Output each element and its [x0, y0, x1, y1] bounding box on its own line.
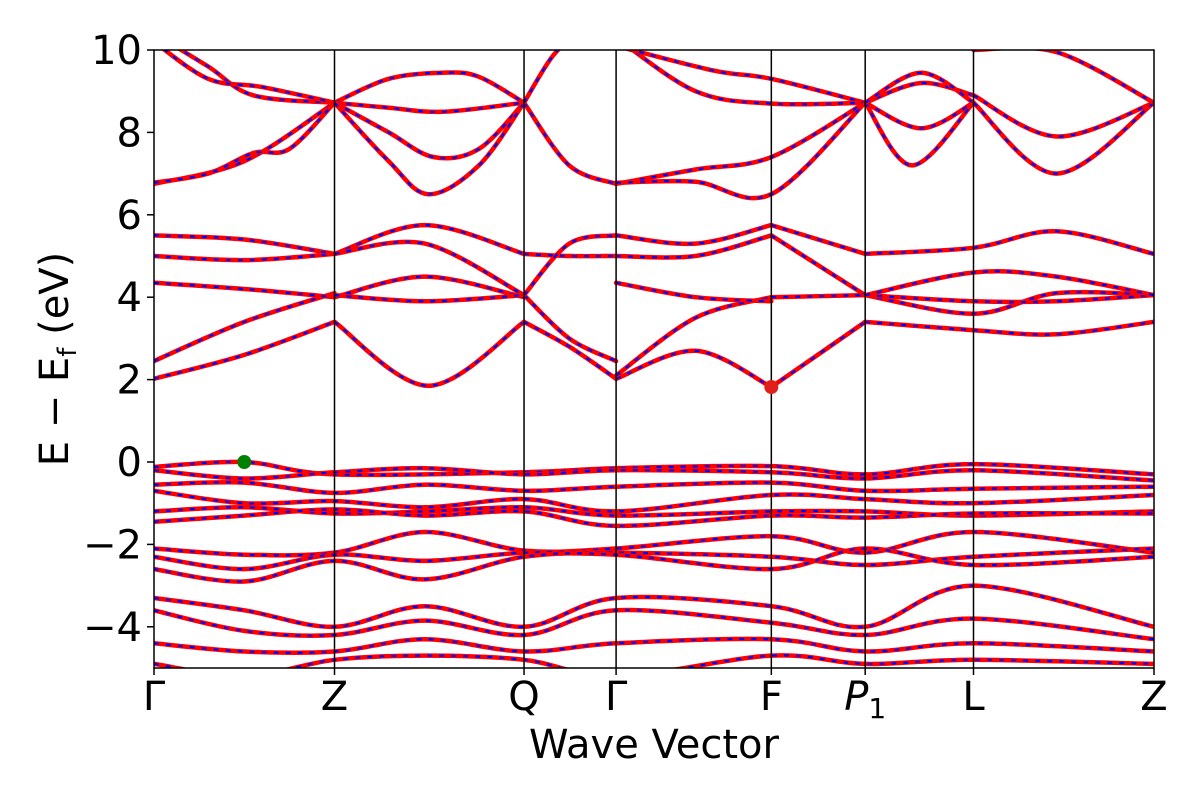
band-line-dash-5	[334, 101, 525, 114]
y-tick-label: 10	[91, 28, 142, 74]
band-line-dash-23	[154, 281, 335, 299]
band-line-59	[154, 607, 1154, 642]
band-line-40	[769, 319, 868, 390]
band-line-dash-10	[615, 101, 866, 185]
x-tick-label-z2: Z	[1140, 674, 1167, 720]
y-tick-label: 6	[117, 193, 142, 239]
band-line-30	[332, 239, 527, 298]
band-line-dash-7	[333, 101, 525, 196]
band-line-dash-19	[972, 101, 1154, 175]
x-axis-ticks: Γ Z Q Γ F P1 L Z	[143, 668, 1168, 725]
band-line-8	[521, 100, 619, 187]
band-line-dash-41	[771, 294, 866, 299]
band-line-dash-20	[973, 50, 1154, 104]
band-line-47	[862, 229, 1154, 257]
x-tick-label-p1: P1	[844, 674, 886, 725]
x-tick-label-gamma: Γ	[143, 674, 166, 720]
band-line-29	[332, 222, 527, 257]
y-axis-title-unit: (eV)	[32, 252, 78, 348]
y-tick-label: 0	[117, 440, 142, 486]
band-line-dash-56	[154, 547, 1154, 571]
band-line-dash-15	[864, 101, 975, 167]
band-line-dash-31	[523, 320, 617, 380]
band-line-dash-22	[154, 292, 335, 363]
band-line-28	[332, 292, 527, 304]
band-line-61	[154, 653, 1154, 668]
x-axis-title: Wave Vector	[529, 722, 780, 768]
band-line-dash-57	[154, 547, 1154, 583]
band-line-dash-48	[864, 270, 1154, 297]
band-line-21	[154, 319, 337, 382]
band-line-dash-4	[334, 71, 525, 104]
band-line-dash-44	[865, 320, 1154, 336]
x-tick-label-l: L	[962, 674, 985, 720]
band-line-dash-27	[334, 275, 525, 299]
band-line-dash-34	[523, 234, 617, 296]
band-line-dash-51	[154, 481, 1154, 495]
band-line-33	[521, 251, 619, 259]
band-line-dash-12	[630, 50, 866, 106]
band-line-dash-3	[163, 50, 335, 104]
x-tick-label-z: Z	[321, 674, 348, 720]
band-line-39	[613, 233, 774, 260]
cbm-marker	[764, 380, 779, 395]
y-tick-label: −4	[83, 605, 142, 651]
x-tick-label-q: Q	[508, 674, 539, 720]
band-line-dash-17	[864, 71, 975, 104]
band-line-dash-54	[154, 508, 1154, 528]
band-line-18	[971, 93, 1154, 139]
band-line-26	[332, 319, 527, 389]
y-tick-label: −2	[83, 522, 142, 568]
y-axis-ticks: −4 −2 0 2 4 6 8 10	[83, 28, 154, 651]
y-tick-label: 8	[117, 110, 142, 156]
plot-frame	[153, 49, 1155, 669]
y-axis-title-subscript: f	[53, 347, 83, 357]
band-line-dash-1	[154, 101, 336, 184]
high-symmetry-lines	[333, 50, 975, 668]
band-line-58	[154, 583, 1154, 630]
band-line-dash-52	[154, 489, 1154, 513]
band-edge-markers	[237, 380, 779, 469]
band-line-dash-42	[770, 224, 866, 255]
band-line-dash-13	[627, 50, 866, 104]
band-line-dash-9	[523, 50, 560, 104]
band-line-43	[769, 233, 868, 298]
vbm-marker	[237, 455, 252, 469]
band-line-55	[154, 529, 1154, 558]
band-line-dash-35	[615, 349, 772, 388]
band-line-37	[613, 280, 774, 304]
band-lines	[154, 50, 1154, 668]
band-line-dash-25	[154, 234, 335, 255]
y-axis-title: E − Ef (eV)	[32, 252, 83, 467]
band-line-38	[613, 222, 774, 247]
y-tick-label: 2	[117, 358, 142, 404]
band-line-dash-46	[865, 294, 1154, 304]
band-line-dash-16	[864, 81, 974, 104]
band-line-dash-50	[154, 467, 1154, 482]
y-tick-label: 4	[117, 275, 142, 321]
band-line-dash-24	[154, 252, 335, 262]
band-line-dash-14	[864, 101, 975, 130]
x-tick-label-f: F	[760, 674, 783, 720]
y-axis-title-main: E − E	[32, 357, 78, 467]
band-line-11	[613, 100, 868, 201]
x-tick-label-gamma2: Γ	[605, 674, 628, 720]
band-line-dash-32	[523, 294, 617, 363]
band-line-45	[862, 289, 1154, 316]
band-line-dash-6	[333, 101, 525, 160]
band-line-dash-60	[154, 637, 1154, 654]
